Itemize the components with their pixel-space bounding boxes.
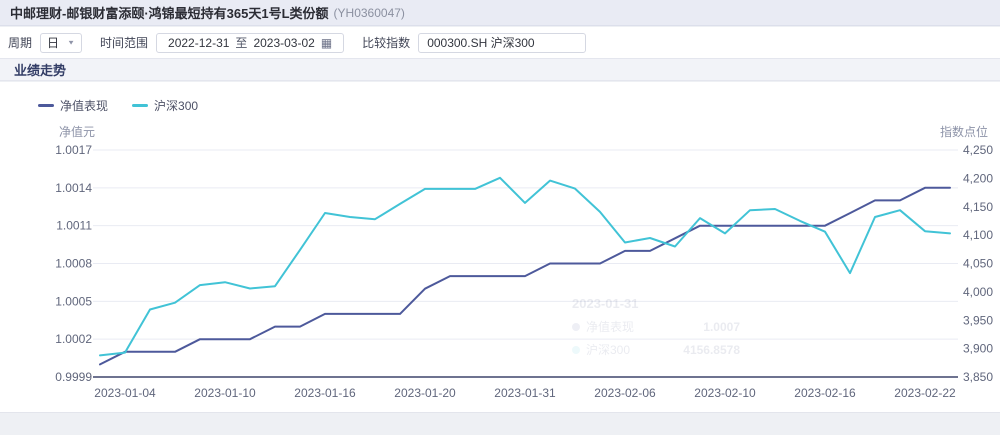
calendar-icon[interactable]: ▦ xyxy=(320,35,333,50)
legend-item-nav[interactable]: 净值表现 xyxy=(38,97,108,114)
compare-index-value: 000300.SH 沪深300 xyxy=(427,36,535,50)
section-header: 业绩走势 xyxy=(0,58,1000,81)
chevron-down-icon: ▼ xyxy=(67,38,76,47)
section-title: 业绩走势 xyxy=(14,63,67,78)
chart-legend: 净值表现 沪深300 xyxy=(38,97,198,114)
nav-legend-label: 净值表现 xyxy=(60,99,109,113)
page-header: 中邮理财-邮银财富添颐·鸿锦最短持有365天1号L类份额 (YH0360047) xyxy=(0,0,1000,26)
range-label: 时间范围 xyxy=(100,36,149,50)
nav-line-swatch xyxy=(38,104,54,107)
legend-item-index[interactable]: 沪深300 xyxy=(132,97,198,114)
compare-index-input[interactable]: 000300.SH 沪深300 xyxy=(418,32,587,53)
index-line-swatch xyxy=(132,104,149,107)
range-end-value: 2023-03-02 xyxy=(253,35,315,50)
fund-title: 中邮理财-邮银财富添颐·鸿锦最短持有365天1号L类份额 xyxy=(10,6,329,21)
performance-chart-card[interactable] xyxy=(0,82,1000,412)
chart-controls: 周期 日 ▼ 时间范围 2022-12-31 至 2023-03-02 ▦ 比较… xyxy=(0,27,1000,58)
period-value: 日 xyxy=(47,36,60,50)
period-label: 周期 xyxy=(8,36,33,50)
date-range-input[interactable]: 2022-12-31 至 2023-03-02 ▦ xyxy=(156,32,345,53)
period-select[interactable]: 日 ▼ xyxy=(40,32,83,53)
compare-index-label: 比较指数 xyxy=(362,36,411,50)
index-legend-label: 沪深300 xyxy=(154,99,199,113)
range-start-value: 2022-12-31 xyxy=(168,35,230,50)
bottom-gutter xyxy=(0,412,1000,435)
fund-code: (YH0360047) xyxy=(333,5,405,20)
range-separator: 至 xyxy=(235,36,248,50)
